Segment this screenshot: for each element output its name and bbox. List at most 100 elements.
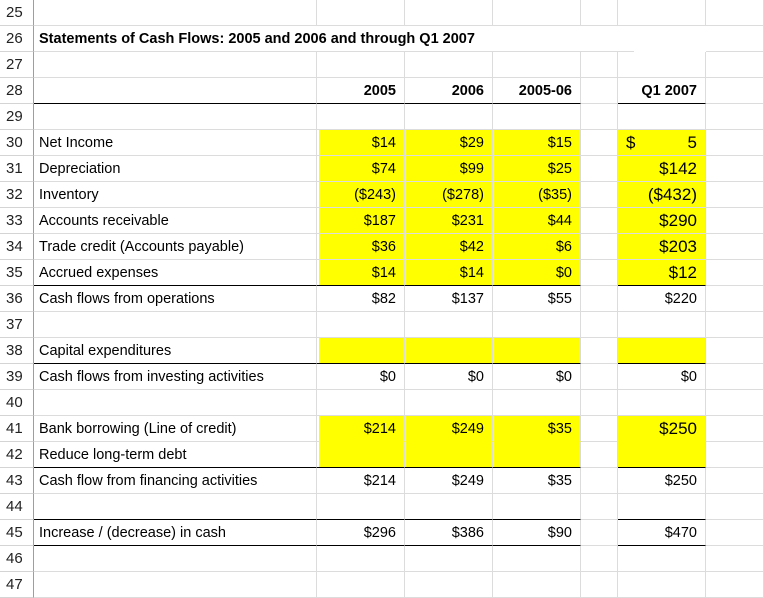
value-cell[interactable] bbox=[405, 338, 493, 364]
cell[interactable] bbox=[405, 312, 493, 338]
cell[interactable] bbox=[34, 494, 317, 520]
row-header[interactable]: 30 bbox=[0, 130, 34, 156]
row-header[interactable]: 35 bbox=[0, 260, 34, 286]
cell[interactable] bbox=[618, 390, 706, 416]
value-cell[interactable]: $250 bbox=[618, 468, 706, 494]
cell[interactable] bbox=[319, 390, 405, 416]
row-header[interactable]: 40 bbox=[0, 390, 34, 416]
value-cell[interactable]: $203 bbox=[618, 234, 706, 260]
value-cell[interactable]: $231 bbox=[405, 208, 493, 234]
label-net-income[interactable]: Net Income bbox=[34, 130, 317, 156]
cell[interactable] bbox=[34, 104, 317, 130]
row-header[interactable]: 45 bbox=[0, 520, 34, 546]
row-header[interactable]: 38 bbox=[0, 338, 34, 364]
value-cell[interactable] bbox=[618, 442, 706, 468]
label-inventory[interactable]: Inventory bbox=[34, 182, 317, 208]
row-header[interactable]: 31 bbox=[0, 156, 34, 182]
row-header[interactable]: 32 bbox=[0, 182, 34, 208]
cell[interactable] bbox=[581, 0, 618, 26]
row-header[interactable]: 42 bbox=[0, 442, 34, 468]
cell[interactable] bbox=[706, 416, 764, 442]
value-cell[interactable]: $0 bbox=[618, 364, 706, 390]
cell[interactable] bbox=[319, 52, 405, 78]
label-reduce-long-term-debt[interactable]: Reduce long-term debt bbox=[34, 442, 317, 468]
value-cell[interactable] bbox=[493, 442, 581, 468]
value-cell[interactable]: $386 bbox=[405, 520, 493, 546]
header-2005[interactable]: 2005 bbox=[319, 78, 405, 104]
value-cell[interactable]: $35 bbox=[493, 416, 581, 442]
cell[interactable] bbox=[405, 52, 493, 78]
cell[interactable] bbox=[581, 468, 618, 494]
cell[interactable] bbox=[706, 182, 764, 208]
cell[interactable] bbox=[34, 78, 317, 104]
cell[interactable] bbox=[706, 572, 764, 598]
cell[interactable] bbox=[706, 338, 764, 364]
value-cell[interactable]: $250 bbox=[618, 416, 706, 442]
value-cell[interactable]: $44 bbox=[493, 208, 581, 234]
row-header[interactable]: 41 bbox=[0, 416, 34, 442]
value-cell[interactable]: $15 bbox=[493, 130, 581, 156]
cell[interactable] bbox=[493, 104, 581, 130]
cell[interactable] bbox=[706, 468, 764, 494]
value-cell[interactable]: $14 bbox=[319, 130, 405, 156]
value-cell[interactable]: $90 bbox=[493, 520, 581, 546]
cell[interactable] bbox=[581, 260, 618, 286]
cell[interactable] bbox=[706, 520, 764, 546]
cell[interactable] bbox=[706, 546, 764, 572]
header-q1-2007[interactable]: Q1 2007 bbox=[618, 78, 706, 104]
value-cell[interactable]: $0 bbox=[493, 260, 581, 286]
cell[interactable] bbox=[706, 494, 764, 520]
value-cell[interactable]: $0 bbox=[319, 364, 405, 390]
header-2005-06[interactable]: 2005-06 bbox=[493, 78, 581, 104]
cell[interactable] bbox=[319, 572, 405, 598]
row-header[interactable]: 26 bbox=[0, 26, 34, 52]
value-cell[interactable]: $220 bbox=[618, 286, 706, 312]
cell[interactable] bbox=[706, 286, 764, 312]
cell[interactable] bbox=[493, 390, 581, 416]
row-header[interactable]: 37 bbox=[0, 312, 34, 338]
value-cell[interactable] bbox=[319, 442, 405, 468]
cell[interactable] bbox=[581, 520, 618, 546]
row-header[interactable]: 33 bbox=[0, 208, 34, 234]
cell[interactable] bbox=[493, 52, 581, 78]
cell[interactable] bbox=[618, 572, 706, 598]
cell[interactable] bbox=[405, 546, 493, 572]
cell[interactable] bbox=[581, 312, 618, 338]
value-cell[interactable]: $42 bbox=[405, 234, 493, 260]
value-cell[interactable]: ($35) bbox=[493, 182, 581, 208]
label-cash-flows-investing[interactable]: Cash flows from investing activities bbox=[34, 364, 317, 390]
cell[interactable] bbox=[581, 416, 618, 442]
row-header[interactable]: 34 bbox=[0, 234, 34, 260]
row-header[interactable]: 46 bbox=[0, 546, 34, 572]
label-increase-decrease-cash[interactable]: Increase / (decrease) in cash bbox=[34, 520, 317, 546]
cell[interactable] bbox=[618, 0, 706, 26]
cell[interactable] bbox=[706, 208, 764, 234]
cell[interactable] bbox=[618, 52, 706, 78]
cell[interactable] bbox=[581, 546, 618, 572]
cell[interactable] bbox=[493, 312, 581, 338]
label-cash-flow-financing[interactable]: Cash flow from financing activities bbox=[34, 468, 317, 494]
value-cell[interactable]: $55 bbox=[493, 286, 581, 312]
cell[interactable] bbox=[319, 494, 405, 520]
value-cell[interactable]: $74 bbox=[319, 156, 405, 182]
value-cell[interactable]: $0 bbox=[493, 364, 581, 390]
cell[interactable] bbox=[706, 260, 764, 286]
value-cell[interactable] bbox=[319, 338, 405, 364]
cell[interactable] bbox=[405, 0, 493, 26]
header-2006[interactable]: 2006 bbox=[405, 78, 493, 104]
cell[interactable] bbox=[618, 546, 706, 572]
row-header[interactable]: 39 bbox=[0, 364, 34, 390]
row-header[interactable]: 29 bbox=[0, 104, 34, 130]
cell[interactable] bbox=[706, 26, 764, 52]
row-header[interactable]: 25 bbox=[0, 0, 34, 26]
label-cash-flows-operations[interactable]: Cash flows from operations bbox=[34, 286, 317, 312]
value-cell[interactable]: $14 bbox=[319, 260, 405, 286]
value-cell[interactable]: $214 bbox=[319, 468, 405, 494]
cell[interactable] bbox=[405, 494, 493, 520]
cell[interactable] bbox=[493, 546, 581, 572]
row-header[interactable]: 47 bbox=[0, 572, 34, 598]
cell[interactable] bbox=[581, 130, 618, 156]
cell[interactable] bbox=[581, 338, 618, 364]
label-accounts-receivable[interactable]: Accounts receivable bbox=[34, 208, 317, 234]
cell[interactable] bbox=[706, 156, 764, 182]
